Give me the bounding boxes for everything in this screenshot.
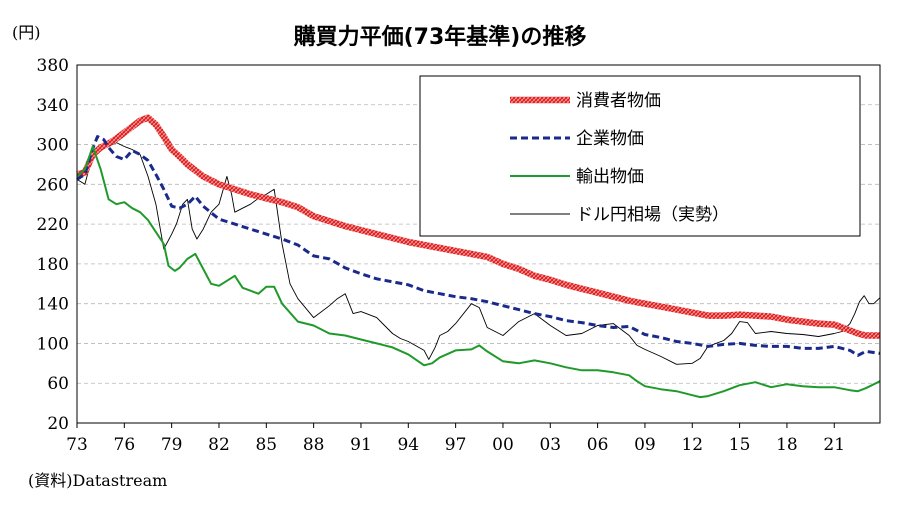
chart-title: 購買力平価(73年基準)の推移 (294, 24, 587, 50)
x-tick-label: 82 (208, 435, 230, 455)
x-tick-label: 12 (681, 435, 703, 455)
y-tick-label: 60 (47, 374, 69, 394)
legend-box (419, 75, 861, 237)
x-axis: 73 76 79 82 85 88 91 94 97 00 03 06 09 12 15 18 21 (66, 423, 845, 455)
x-tick-label: 85 (255, 435, 277, 455)
y-tick-label: 340 (37, 96, 69, 116)
x-tick-label: 15 (729, 435, 751, 455)
x-tick-label: 97 (445, 435, 467, 455)
x-tick-label: 00 (492, 435, 514, 455)
series-line-export-price (76, 145, 881, 399)
legend-label: ドル円相場（実勢） (576, 205, 729, 225)
plot-area (76, 114, 881, 399)
x-tick-label: 79 (161, 435, 183, 455)
series-line-cpi (76, 114, 880, 339)
y-axis: 380 340 300 260 220 180 140 100 60 20 (37, 56, 69, 434)
x-tick-label: 06 (587, 435, 609, 455)
source-note: (資料)Datastream (28, 471, 167, 490)
x-tick-label: 76 (114, 435, 136, 455)
legend-label: 消費者物価 (576, 91, 661, 111)
x-tick-label: 21 (823, 435, 845, 455)
legend-label: 輸出物価 (576, 167, 644, 187)
legend-label: 企業物価 (576, 129, 644, 149)
y-unit-label: (円) (12, 23, 41, 42)
x-tick-label: 18 (776, 435, 798, 455)
y-tick-label: 260 (37, 175, 69, 195)
y-tick-label: 180 (37, 255, 69, 275)
y-tick-label: 100 (37, 334, 69, 354)
x-tick-label: 03 (539, 435, 561, 455)
series-line-usdjpy (76, 142, 881, 365)
x-tick-label: 73 (66, 435, 88, 455)
x-tick-label: 09 (634, 435, 656, 455)
y-tick-label: 380 (37, 56, 69, 76)
plot-frame (76, 64, 881, 424)
x-tick-label: 91 (350, 435, 372, 455)
x-tick-label: 94 (397, 435, 419, 455)
y-tick-label: 300 (37, 136, 69, 156)
x-tick-label: 88 (303, 435, 325, 455)
y-tick-label: 140 (37, 295, 69, 315)
y-tick-label: 20 (47, 414, 69, 434)
y-tick-label: 220 (37, 215, 69, 235)
